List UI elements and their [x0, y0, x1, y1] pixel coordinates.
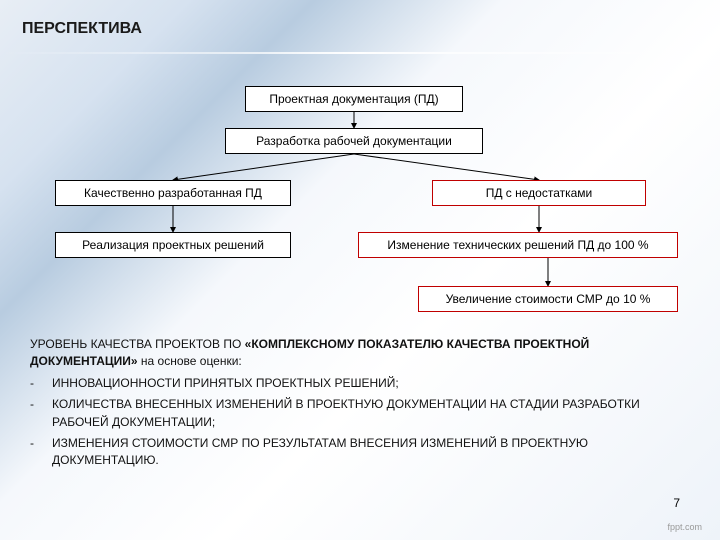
page-number: 7: [673, 496, 680, 510]
flowchart-node: Качественно разработанная ПД: [55, 180, 291, 206]
body-text-block: УРОВЕНЬ КАЧЕСТВА ПРОЕКТОВ ПО «КОМПЛЕКСНО…: [30, 336, 690, 470]
body-intro: УРОВЕНЬ КАЧЕСТВА ПРОЕКТОВ ПО «КОМПЛЕКСНО…: [30, 336, 690, 371]
flowchart-node: Разработка рабочей документации: [225, 128, 483, 154]
body-intro-pre: УРОВЕНЬ КАЧЕСТВА ПРОЕКТОВ ПО: [30, 337, 245, 351]
flowchart-node: Увеличение стоимости СМР до 10 %: [418, 286, 678, 312]
bullet-row: -КОЛИЧЕСТВА ВНЕСЕННЫХ ИЗМЕНЕНИЙ В ПРОЕКТ…: [30, 396, 690, 431]
bullet-marker: -: [30, 375, 38, 392]
footer-watermark: fppt.com: [667, 522, 702, 532]
slide: ПЕРСПЕКТИВА Проектная документация (ПД) Р…: [0, 0, 720, 540]
bullet-text: ИЗМЕНЕНИЯ СТОИМОСТИ СМР ПО РЕЗУЛЬТАТАМ В…: [52, 435, 690, 470]
bullet-row: -ИННОВАЦИОННОСТИ ПРИНЯТЫХ ПРОЕКТНЫХ РЕШЕ…: [30, 375, 690, 392]
body-bullets: -ИННОВАЦИОННОСТИ ПРИНЯТЫХ ПРОЕКТНЫХ РЕШЕ…: [30, 375, 690, 470]
flowchart-node: ПД с недостатками: [432, 180, 646, 206]
bullet-row: -ИЗМЕНЕНИЯ СТОИМОСТИ СМР ПО РЕЗУЛЬТАТАМ …: [30, 435, 690, 470]
body-intro-post: на основе оценки:: [138, 354, 242, 368]
bullet-text: КОЛИЧЕСТВА ВНЕСЕННЫХ ИЗМЕНЕНИЙ В ПРОЕКТН…: [52, 396, 690, 431]
bullet-text: ИННОВАЦИОННОСТИ ПРИНЯТЫХ ПРОЕКТНЫХ РЕШЕН…: [52, 375, 399, 392]
bullet-marker: -: [30, 435, 38, 470]
bullet-marker: -: [30, 396, 38, 431]
flowchart-node: Изменение технических решений ПД до 100 …: [358, 232, 678, 258]
flowchart-node: Проектная документация (ПД): [245, 86, 463, 112]
flowchart-node: Реализация проектных решений: [55, 232, 291, 258]
title-divider: [0, 52, 720, 54]
slide-title: ПЕРСПЕКТИВА: [22, 20, 142, 38]
